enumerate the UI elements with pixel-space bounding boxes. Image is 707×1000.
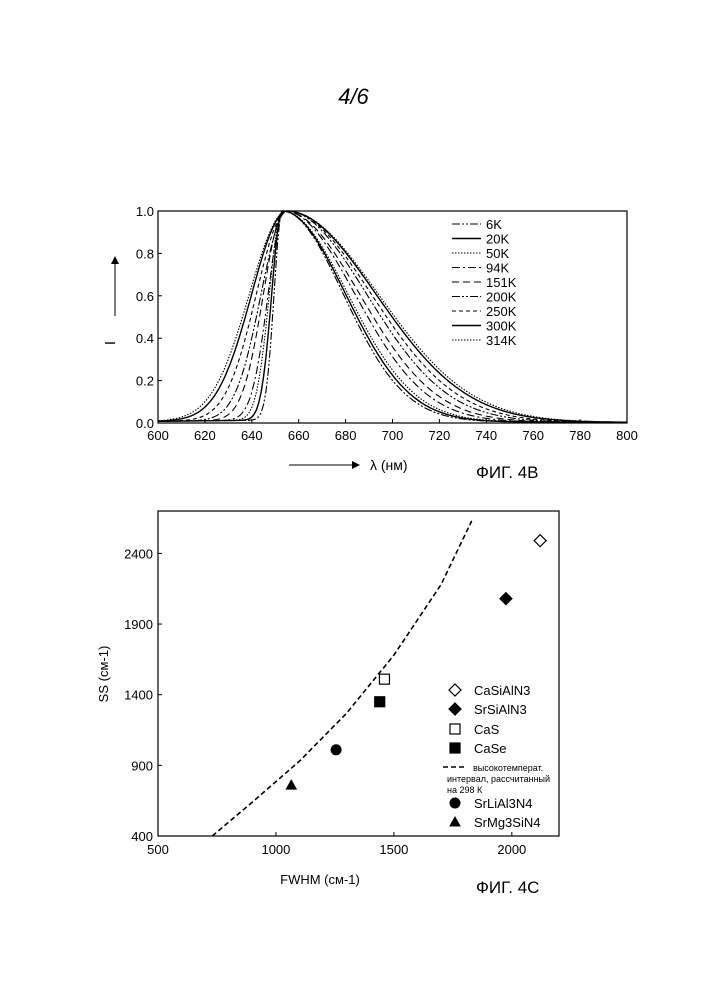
figure-4b-caption: ФИГ. 4В: [476, 463, 539, 482]
y-axis-arrowhead: [111, 256, 119, 264]
x-tick-label: 2000: [497, 842, 526, 857]
x-tick-label: 660: [288, 428, 310, 443]
x-tick-label: 720: [429, 428, 451, 443]
x-tick-label: 780: [569, 428, 591, 443]
legend-label-CaSiAlN3: CaSiAlN3: [474, 683, 530, 698]
x-tick-label: 700: [382, 428, 404, 443]
x-tick-label: 680: [335, 428, 357, 443]
legend-label-CaSe: CaSe: [474, 741, 507, 756]
legend-label-200K: 200K: [486, 290, 517, 305]
y-tick-label: 2400: [124, 546, 153, 561]
point-CaSiAlN3: [533, 533, 547, 548]
y-tick-label: 1400: [124, 688, 153, 703]
point-SrLiAl3N4: [330, 744, 342, 756]
x-axis-label: λ (нм): [370, 457, 408, 473]
y-tick-label: 0.8: [136, 246, 154, 261]
x-axis-arrowhead: [352, 461, 360, 469]
legend-label-94K: 94K: [486, 261, 509, 276]
scatter-plot-frame: [157, 510, 560, 837]
legend-label-SrLiAl3N4: SrLiAl3N4: [474, 796, 533, 811]
spectrum-line-250K: [158, 210, 627, 423]
spectrum-line-300K: [158, 210, 627, 423]
point-CaS: [378, 673, 391, 685]
point-SrSiAlN3: [499, 591, 513, 606]
y-tick-label: 1900: [124, 617, 153, 632]
y-tick-label: 0.2: [136, 374, 154, 389]
page-number: 4/6: [338, 84, 369, 109]
spectrum-line-314K: [158, 210, 627, 423]
y-tick-label: 0.4: [136, 331, 154, 346]
y-axis-label: SS (см-1): [96, 646, 111, 703]
x-tick-label: 1000: [261, 842, 290, 857]
x-tick-label: 620: [194, 428, 216, 443]
x-tick-label: 600: [147, 428, 169, 443]
fit-curve-line: [211, 520, 473, 836]
legend-label-6K: 6K: [486, 217, 502, 232]
point-CaSe: [374, 696, 386, 708]
x-axis-label: FWHM (см-1): [280, 872, 360, 887]
legend-label-314K: 314K: [486, 333, 517, 348]
legend-marker-SrMg3SiN4: [449, 815, 461, 827]
legend-label-20K: 20K: [486, 232, 509, 247]
legend-label-fit-line: на 298 К: [447, 785, 483, 795]
legend-marker-CaSe: [449, 742, 461, 754]
legend-label-fit-line: высокотемперат.: [473, 763, 543, 773]
legend-label-SrMg3SiN4: SrMg3SiN4: [474, 815, 540, 830]
x-tick-label: 500: [147, 842, 169, 857]
spectrum-line-94K: [158, 210, 627, 423]
y-tick-label: 900: [131, 758, 153, 773]
legend-marker-SrLiAl3N4: [449, 797, 461, 809]
spectrum-line-151K: [158, 210, 627, 423]
legend-marker-SrSiAlN3: [448, 702, 462, 716]
legend-label-CaS: CaS: [474, 722, 500, 737]
y-axis-label: I: [102, 341, 119, 345]
legend-label-300K: 300K: [486, 319, 517, 334]
x-tick-label: 740: [475, 428, 497, 443]
x-tick-label: 1500: [379, 842, 408, 857]
y-tick-label: 1.0: [136, 204, 154, 219]
legend-label-50K: 50K: [486, 246, 509, 261]
legend-label-250K: 250K: [486, 304, 517, 319]
y-tick-label: 0.6: [136, 289, 154, 304]
legend-label-151K: 151K: [486, 275, 517, 290]
legend-marker-CaS: [449, 723, 461, 735]
point-SrMg3SiN4: [285, 779, 298, 790]
legend-label-SrSiAlN3: SrSiAlN3: [474, 702, 527, 717]
legend-marker-CaSiAlN3: [448, 683, 462, 697]
x-tick-label: 800: [616, 428, 638, 443]
y-tick-label: 400: [131, 829, 153, 844]
y-tick-label: 0.0: [136, 416, 154, 431]
legend-label-fit-line: интервал, рассчитанный: [447, 774, 550, 784]
x-tick-label: 640: [241, 428, 263, 443]
figure-4c-caption: ФИГ. 4С: [476, 878, 540, 897]
x-tick-label: 760: [522, 428, 544, 443]
spectrum-line-200K: [158, 210, 627, 423]
